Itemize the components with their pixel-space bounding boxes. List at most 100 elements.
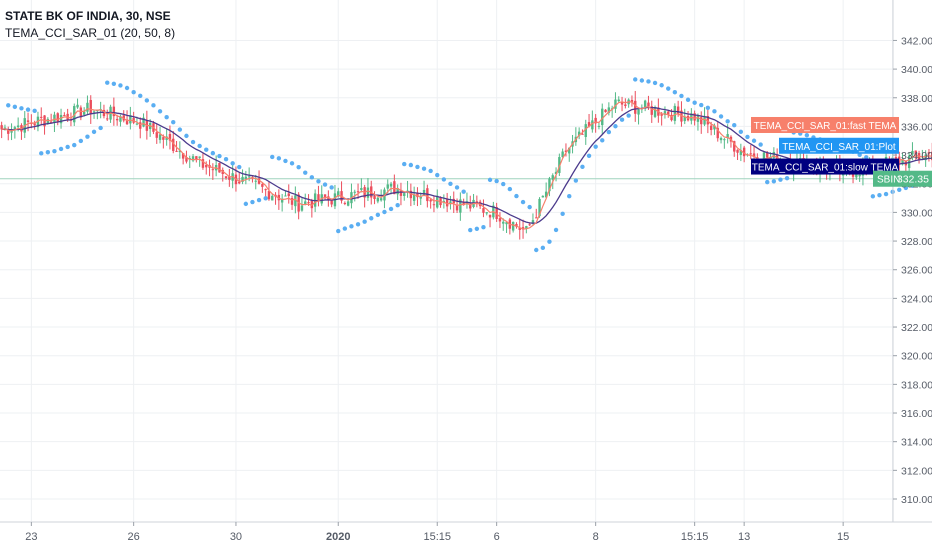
candle-body	[115, 118, 119, 121]
sar-dot	[461, 189, 466, 194]
sar-dot	[567, 194, 572, 199]
sar-dot	[197, 143, 202, 149]
candle-body	[591, 120, 594, 130]
candle-body	[643, 100, 647, 108]
sar-dot	[322, 182, 328, 187]
x-tick-label: 15	[837, 531, 849, 543]
candle-body	[10, 131, 13, 133]
candle-body	[412, 194, 416, 201]
sar-dot	[507, 186, 513, 192]
candle-body	[736, 149, 739, 153]
candle-body	[323, 194, 327, 199]
candle-body	[495, 207, 498, 219]
sar-dot	[65, 144, 70, 150]
candle-body	[723, 139, 726, 141]
candle-body	[498, 218, 502, 222]
sar-dot	[138, 93, 143, 99]
x-axis[interactable]: 23 26 30 2020 15:15 6 8 15:15 13 15	[0, 521, 932, 543]
sar-dot	[177, 127, 183, 132]
last-price-value: 332.35	[897, 174, 929, 186]
candle-body	[673, 105, 677, 121]
candle-body	[614, 99, 617, 109]
candle-body	[855, 174, 858, 178]
sar-dot	[223, 157, 229, 162]
candle-body	[271, 195, 274, 201]
symbol-title[interactable]: STATE BK OF INDIA, 30, NSE	[5, 9, 171, 23]
candle-body	[587, 122, 591, 127]
x-tick-label: 15:15	[681, 531, 709, 543]
candle-body	[191, 156, 195, 161]
candle-body	[139, 122, 142, 129]
sar-dot	[256, 197, 262, 203]
sar-dot	[804, 133, 810, 138]
indicator-value-label: TEMA_CCI_SAR_01:slow TEMA	[752, 163, 899, 174]
candle-body	[389, 183, 393, 187]
chart-legend[interactable]: STATE BK OF INDIA, 30, NSE TEMA_CCI_SAR_…	[5, 8, 175, 42]
candle-body	[36, 116, 40, 128]
candle-body	[33, 123, 36, 126]
y-tick-label: 324.00	[901, 293, 932, 305]
y-tick-label: 314.00	[901, 437, 932, 449]
sar-dot	[204, 147, 209, 152]
sar-dot	[527, 204, 532, 210]
candle-body	[7, 129, 10, 134]
y-axis[interactable]: 310.00 312.00 314.00 316.00 318.00 320.00 322.…	[892, 0, 932, 522]
candle-body	[307, 202, 310, 204]
x-tick-label: 26	[128, 531, 140, 543]
sar-dot	[402, 161, 407, 167]
x-tick-label: 15:15	[423, 531, 451, 543]
sar-dot	[712, 109, 717, 114]
sar-dot	[652, 80, 658, 86]
candle-body	[772, 151, 776, 158]
sar-dot	[435, 172, 440, 178]
candle-body	[716, 127, 719, 139]
sar-dot	[415, 164, 420, 170]
sar-dot	[646, 79, 651, 84]
sar-dot	[388, 206, 394, 212]
sar-dot	[25, 107, 31, 112]
candle-body	[82, 111, 86, 115]
candle-body	[379, 198, 383, 201]
candle-body	[901, 158, 904, 165]
candle-body	[56, 113, 59, 123]
candle-body	[462, 201, 465, 206]
candle-body	[647, 102, 650, 107]
sar-dot	[481, 225, 486, 230]
sar-dot	[283, 158, 288, 164]
candle-body	[79, 107, 83, 118]
indicator-value-label-bg	[751, 116, 899, 133]
candle-body	[396, 188, 399, 195]
sar-dot	[342, 226, 348, 231]
candle-body	[482, 208, 485, 213]
sar-dot	[738, 129, 744, 135]
candle-body	[564, 150, 568, 153]
sar-dots	[6, 77, 932, 253]
candle-body	[172, 138, 175, 151]
sar-dot	[217, 153, 222, 159]
candle-body	[663, 111, 667, 115]
candle-body	[356, 191, 360, 193]
candle-body	[518, 228, 521, 230]
candle-body	[726, 134, 729, 138]
candle-body	[119, 116, 122, 122]
candle-body	[112, 106, 116, 117]
candle-body	[670, 114, 673, 121]
y-tick-label: 318.00	[901, 379, 932, 391]
sar-dot	[560, 211, 565, 217]
candle-body	[290, 198, 294, 205]
indicator-title[interactable]: TEMA_CCI_SAR_01 (20, 50, 8)	[5, 26, 176, 40]
y-tick-label: 320.00	[901, 351, 932, 363]
x-tick-label: 6	[494, 531, 500, 543]
candle-body	[419, 196, 422, 199]
candle-body	[455, 204, 459, 211]
candle-body	[488, 214, 492, 218]
y-tick-label: 326.00	[901, 265, 932, 277]
sar-dot	[685, 97, 691, 102]
candle-body	[59, 114, 63, 124]
indicator-value-label-bg	[751, 158, 899, 175]
sar-dot	[408, 162, 414, 168]
y-tick-label: 338.00	[901, 93, 932, 105]
sar-dot	[441, 177, 447, 182]
